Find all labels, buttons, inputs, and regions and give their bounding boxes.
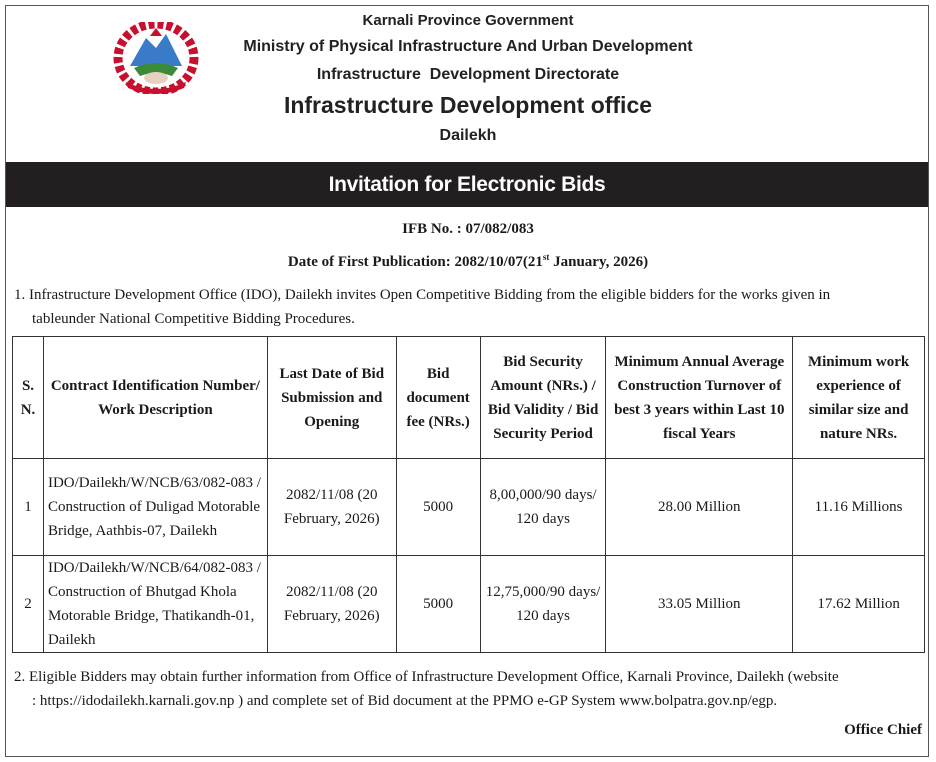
- province-name: Karnali Province Government: [362, 12, 574, 29]
- ifb-number: IFB No. : 07/082/083: [402, 221, 534, 237]
- cell-turnover: 33.05 Million: [605, 555, 794, 653]
- cell-security: 12,75,000/90 days/ 120 days: [479, 555, 607, 653]
- cell-description: IDO/Dailekh/W/NCB/64/082-083 / Construct…: [42, 555, 268, 653]
- notice-frame: [5, 5, 929, 757]
- notice-title: Invitation for Electronic Bids: [6, 162, 928, 207]
- col-experience: Minimum work experience of similar size …: [792, 336, 925, 459]
- col-fee: Bid document fee (NRs.): [395, 336, 481, 459]
- cell-security: 8,00,000/90 days/ 120 days: [479, 458, 607, 556]
- publication-date: Date of First Publication: 2082/10/07(21…: [287, 252, 649, 270]
- cell-sn: 1: [12, 458, 44, 556]
- col-turnover: Minimum Annual Average Construction Turn…: [605, 336, 794, 459]
- table-header-row: S. N. Contract Identification Number/ Wo…: [12, 336, 925, 459]
- cell-description: IDO/Dailekh/W/NCB/63/082-083 / Construct…: [42, 458, 268, 556]
- paragraph-1: 1. Infrastructure Development Office (ID…: [14, 287, 831, 327]
- cell-fee: 5000: [395, 555, 481, 653]
- col-security: Bid Security Amount (NRs.) / Bid Validit…: [479, 336, 607, 459]
- table-row: 2 IDO/Dailekh/W/NCB/64/082-083 / Constru…: [12, 555, 925, 653]
- cell-turnover: 28.00 Million: [605, 458, 794, 556]
- cell-fee: 5000: [395, 458, 481, 556]
- cell-date: 2082/11/08 (20 February, 2026): [266, 458, 397, 556]
- paragraph-2: 2. Eligible Bidders may obtain further i…: [14, 669, 839, 709]
- col-sn: S. N.: [12, 336, 44, 459]
- cell-sn: 2: [12, 555, 44, 653]
- cell-experience: 17.62 Million: [792, 555, 925, 653]
- ministry-name: Ministry of Physical Infrastructure And …: [243, 38, 693, 55]
- col-date: Last Date of Bid Submission and Opening: [266, 336, 397, 459]
- directorate-name: Infrastructure Development Directorate: [316, 66, 620, 83]
- table-row: 1 IDO/Dailekh/W/NCB/63/082-083 / Constru…: [12, 458, 925, 556]
- nepal-emblem-icon: [113, 22, 199, 94]
- cell-experience: 11.16 Millions: [792, 458, 925, 556]
- works-table: S. N. Contract Identification Number/ Wo…: [12, 336, 925, 653]
- office-name: Infrastructure Development office: [283, 92, 653, 118]
- col-description: Contract Identification Number/ Work Des…: [42, 336, 268, 459]
- cell-date: 2082/11/08 (20 February, 2026): [266, 555, 397, 653]
- signature-office-chief: Office Chief: [844, 722, 922, 738]
- office-location: Dailekh: [439, 127, 497, 144]
